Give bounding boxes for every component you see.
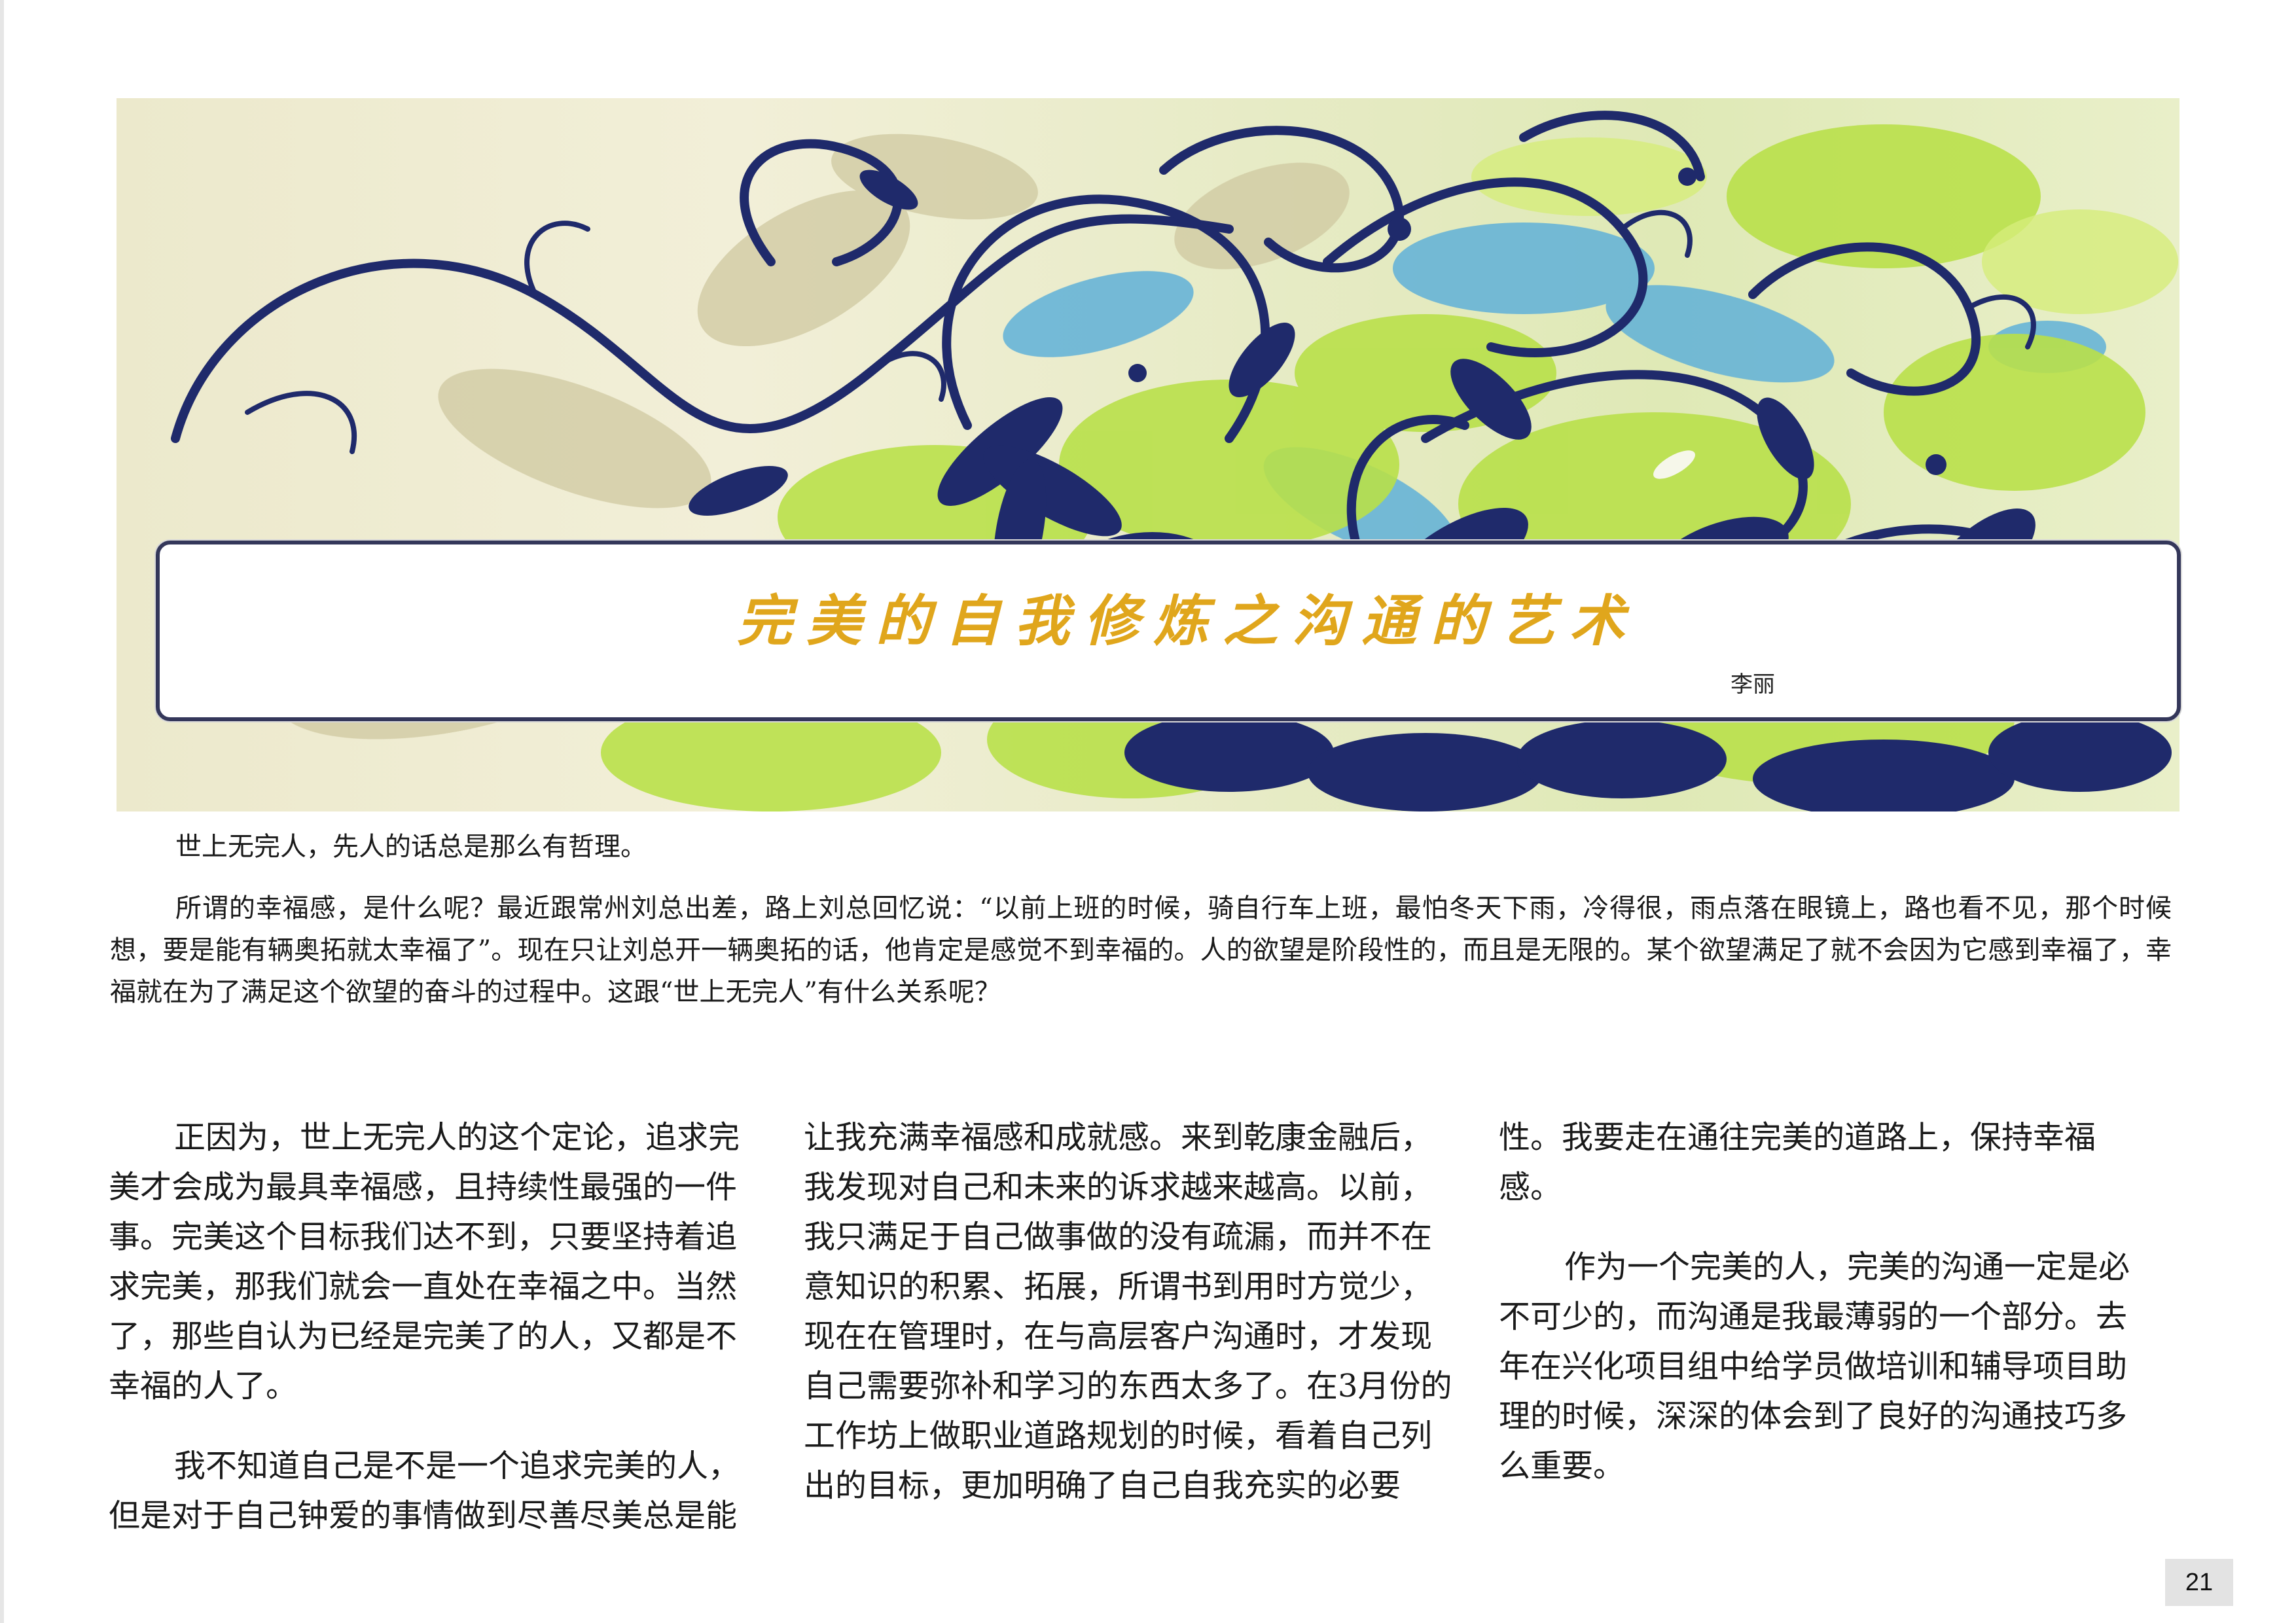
intro-paragraph-2: 所谓的幸福感，是什么呢？最近跟常州刘总出差，路上刘总回忆说：“以前上班的时候，骑… — [110, 893, 2172, 1007]
author-name: 李丽 — [1731, 671, 1775, 698]
text-column-3: 性。我要走在通往完美的道路上，保持幸福感。 作为一个完美的人，完美的沟通一定是必… — [1499, 1113, 2153, 1521]
column-paragraph: 让我充满幸福感和成就感。来到乾康金融后，我发现对自己和未来的诉求越来越高。以前，… — [804, 1119, 1452, 1504]
intro-paragraph-1: 世上无完人，先人的话总是那么有哲理。 — [175, 832, 647, 862]
title-box: 完美的自我修炼之沟通的艺术 李丽 — [156, 541, 2181, 721]
column-paragraph: 正因为，世上无完人的这个定论，追求完美才会成为最具幸福感，且持续性最强的一件事。… — [109, 1119, 740, 1404]
column-paragraph: 性。我要走在通往完美的道路上，保持幸福感。 — [1499, 1119, 2096, 1205]
column-paragraph: 我不知道自己是不是一个追求完美的人，但是对于自己钟爱的事情做到尽善尽美总是能 — [109, 1448, 740, 1534]
column-paragraph: 作为一个完美的人，完美的沟通一定是必不可少的，而沟通是我最薄弱的一个部分。去年在… — [1499, 1249, 2130, 1484]
page-number: 21 — [2165, 1559, 2233, 1606]
article-title: 完美的自我修炼之沟通的艺术 — [736, 588, 1639, 653]
text-column-2: 让我充满幸福感和成就感。来到乾康金融后，我发现对自己和未来的诉求越来越高。以前，… — [804, 1113, 1458, 1541]
text-column-1: 正因为，世上无完人的这个定论，追求完美才会成为最具幸福感，且持续性最强的一件事。… — [109, 1113, 763, 1571]
page-edge — [0, 0, 4, 1623]
